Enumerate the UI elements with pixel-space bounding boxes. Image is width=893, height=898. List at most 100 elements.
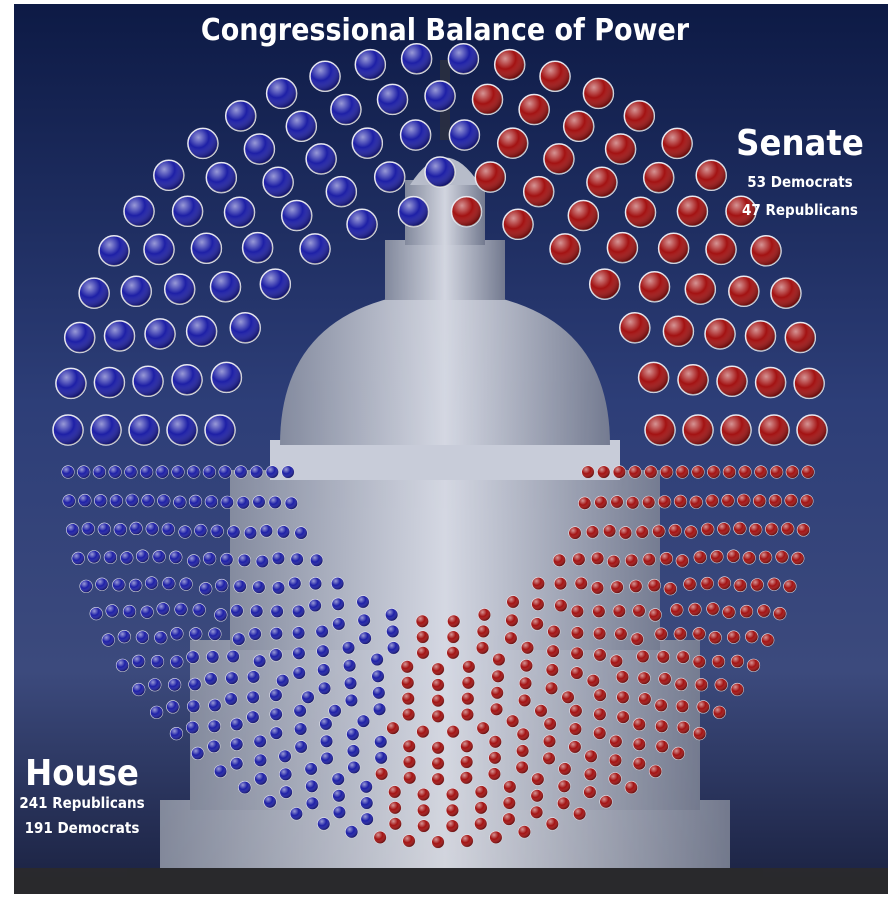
seat-shine <box>255 773 268 786</box>
seat-shine <box>102 634 115 647</box>
seat-shine <box>230 313 260 343</box>
seat-shine <box>751 236 781 266</box>
senate-democrats: 53 Democrats <box>747 173 852 191</box>
house-republicans: 241 Republicans <box>19 794 144 812</box>
seat-shine <box>636 526 649 539</box>
seat-shine <box>401 660 414 673</box>
seat-shine <box>63 495 76 508</box>
seat-shine <box>524 177 554 207</box>
seat-shine <box>124 196 154 226</box>
seat-shine <box>110 495 123 508</box>
seat-shine <box>674 495 687 508</box>
seat-shine <box>62 466 75 479</box>
seat-shine <box>170 551 183 564</box>
seat-shine <box>432 663 445 676</box>
seat-shine <box>644 163 674 193</box>
seat-shine <box>663 316 693 346</box>
seat-shine <box>643 553 656 566</box>
seat-shine <box>332 598 345 611</box>
seat-shine <box>611 581 624 594</box>
seat-shine <box>306 797 319 810</box>
seat-shine <box>540 61 570 91</box>
seat-shine <box>695 678 708 691</box>
seat-shine <box>228 526 241 539</box>
seat-shine <box>203 466 216 479</box>
seat-shine <box>660 466 673 479</box>
seat-shine <box>309 577 322 590</box>
seat-shine <box>79 278 109 308</box>
seat-shine <box>432 773 445 786</box>
seat-shine <box>705 319 735 349</box>
seat-shine <box>584 768 597 781</box>
seat-shine <box>693 627 706 640</box>
seat-shine <box>676 700 689 713</box>
seat-shine <box>656 740 669 753</box>
seat-shine <box>292 627 305 640</box>
seat-shine <box>263 167 293 197</box>
seat-shine <box>162 523 175 536</box>
seat-shine <box>461 740 474 753</box>
seat-shine <box>613 605 626 618</box>
seat-shine <box>518 826 531 839</box>
seat-shine <box>449 120 479 150</box>
seat-shine <box>140 466 153 479</box>
seat-shine <box>759 551 772 564</box>
seat-shine <box>167 701 180 714</box>
seat-shine <box>553 554 566 567</box>
seat-shine <box>277 526 290 539</box>
seat-shine <box>683 415 713 445</box>
seat-shine <box>188 128 218 158</box>
seat-shine <box>521 641 534 654</box>
seat-shine <box>320 718 333 731</box>
seat-shine <box>546 664 559 677</box>
seat-shine <box>345 826 358 839</box>
seat-shine <box>189 678 202 691</box>
seat-shine <box>758 605 771 618</box>
seat-shine <box>267 78 297 108</box>
seat-shine <box>620 313 650 343</box>
seat-shine <box>264 795 277 808</box>
seat-shine <box>677 651 690 664</box>
seat-shine <box>516 761 529 774</box>
seat-shine <box>187 466 200 479</box>
seat-shine <box>603 525 616 538</box>
seat-shine <box>237 497 250 510</box>
seat-shine <box>375 752 388 765</box>
seat-shine <box>347 728 360 741</box>
seat-shine <box>591 582 604 595</box>
seat-shine <box>727 550 740 563</box>
seat-shine <box>98 523 111 536</box>
seat-shine <box>247 691 260 704</box>
seat-shine <box>505 632 518 645</box>
seat-shine <box>187 651 200 664</box>
seat-shine <box>402 44 432 74</box>
seat-shine <box>189 495 202 508</box>
seat-shine <box>713 706 726 719</box>
seat-shine <box>132 683 145 696</box>
seat-shine <box>385 608 398 621</box>
seat-shine <box>557 797 570 810</box>
seat-shine <box>231 605 244 618</box>
seat-shine <box>518 694 531 707</box>
seat-shine <box>756 368 786 398</box>
seat-shine <box>640 272 670 302</box>
seat-shine <box>550 234 580 264</box>
seat-shine <box>316 625 329 638</box>
seat-shine <box>271 605 284 618</box>
seat-shine <box>590 269 620 299</box>
seat-shine <box>571 627 584 640</box>
seat-shine <box>96 578 109 591</box>
seat-shine <box>474 817 487 830</box>
seat-shine <box>571 605 584 618</box>
seat-shine <box>432 757 445 770</box>
seat-shine <box>279 750 292 763</box>
seat-shine <box>674 628 687 641</box>
seat-shine <box>306 144 336 174</box>
seat-shine <box>205 415 235 445</box>
seat-shine <box>294 705 307 718</box>
seat-shine <box>594 689 607 702</box>
seat-shine <box>145 319 175 349</box>
seat-shine <box>333 618 346 631</box>
seat-shine <box>126 494 139 507</box>
seat-shine <box>114 523 127 536</box>
